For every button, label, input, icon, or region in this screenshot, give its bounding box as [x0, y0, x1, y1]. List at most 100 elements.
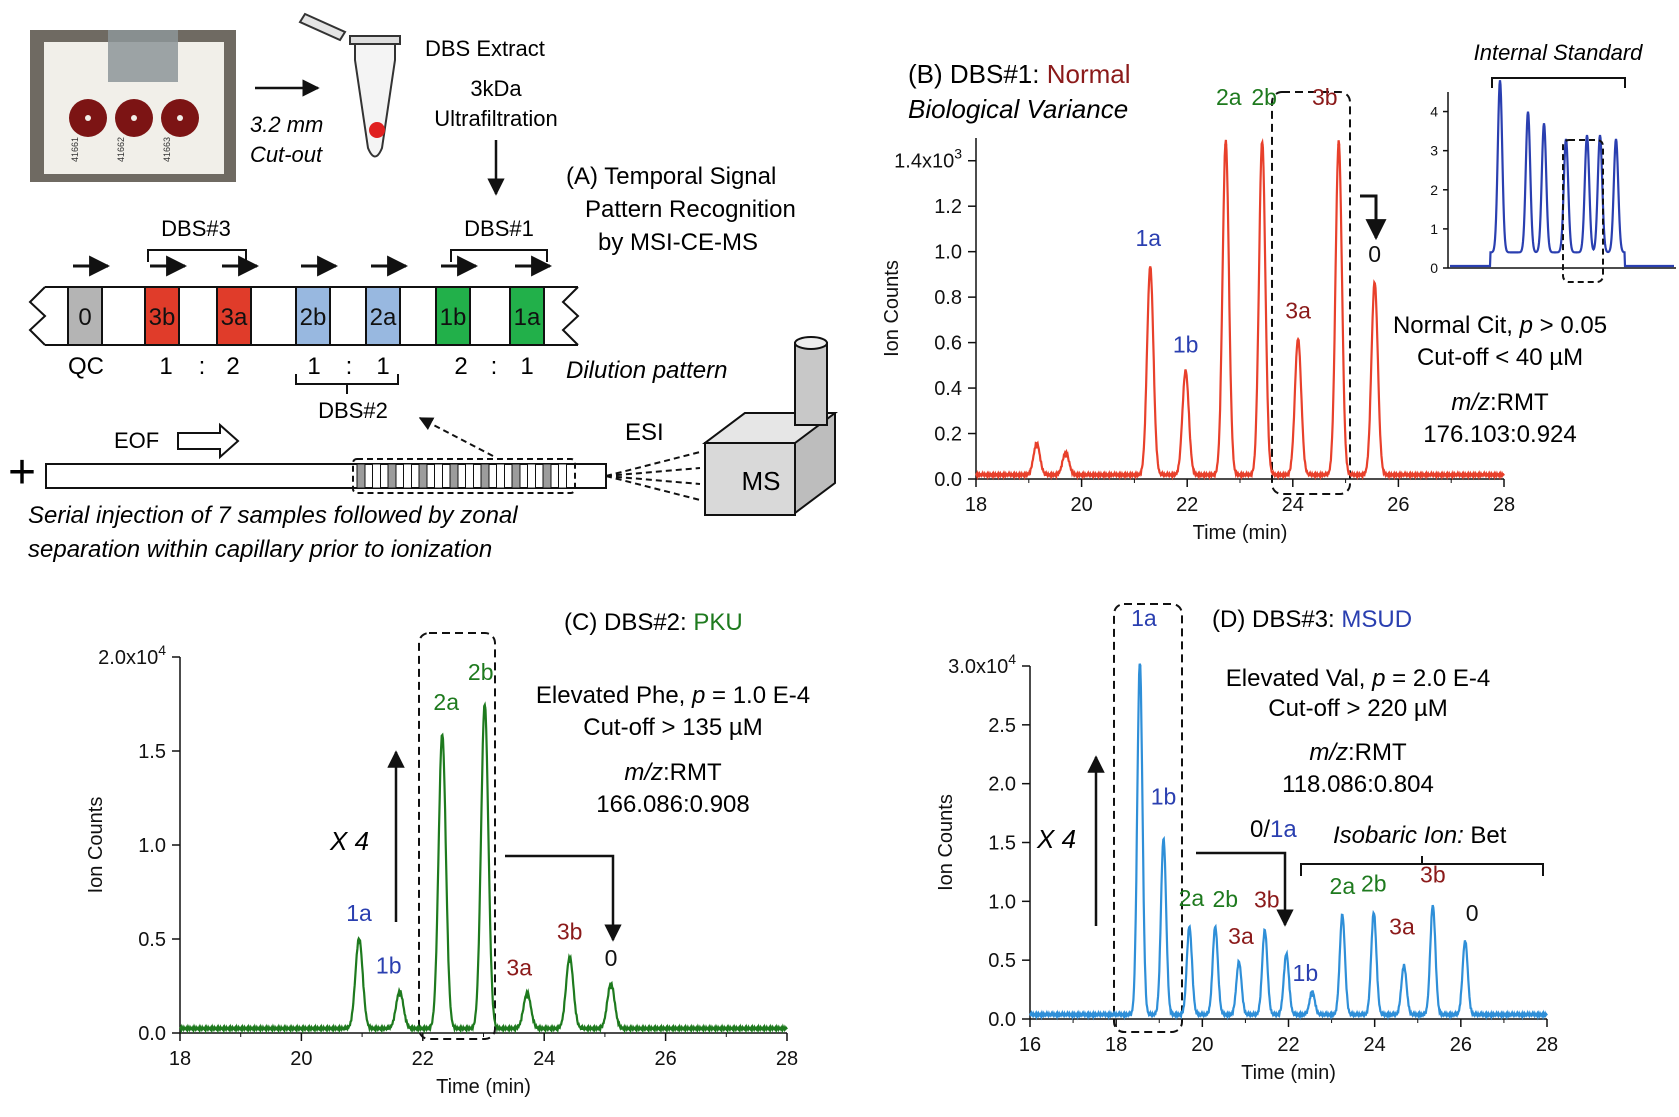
chart-c-note-1: Elevated Phe, p = 1.0 E-4: [536, 682, 810, 709]
chart-b-note-1b: > 0.05: [1533, 312, 1607, 339]
dbs3-bracket: [147, 249, 247, 262]
ratio1-a: 2: [454, 353, 467, 380]
chartD-peak-label-1b: 1b: [1293, 960, 1319, 986]
chart-b-rmt-1: m/z:RMT: [1451, 389, 1549, 416]
ratio2-sep: :: [346, 353, 353, 380]
chartB-peak-point: [1296, 341, 1300, 345]
chartC-y-tick-label: 1.0: [138, 835, 166, 857]
qc-label: QC: [68, 353, 104, 380]
capillary-tube: [45, 463, 607, 489]
capillary-segment-1b: [435, 286, 471, 346]
chartD-exp-label: x10: [976, 656, 1008, 678]
chartD-peak-point: [1463, 943, 1467, 947]
chartB-x-tick-label: 28: [1493, 494, 1515, 516]
chartB-x-tick-label: 20: [1070, 494, 1092, 516]
chartC-peak-label-0: 0: [605, 945, 618, 971]
chartD-x-tick-label: 26: [1450, 1034, 1472, 1056]
chartD-x-tick-label: 18: [1105, 1034, 1127, 1056]
chartB-peak-label-3b: 3b: [1312, 84, 1338, 110]
chartC-peak-label-2a: 2a: [433, 689, 459, 715]
capillary-segment-1a: [509, 286, 545, 346]
chart-c-note-1b: = 1.0 E-4: [705, 682, 810, 709]
chartB-peak-label-2b: 2b: [1251, 84, 1277, 110]
chart-c-note-1a: Elevated Phe,: [536, 682, 692, 709]
chartC-x-tick-label: 20: [290, 1048, 312, 1070]
chart-b-title-2: Biological Variance: [908, 94, 1128, 124]
chartC-y-tick-label: 0.5: [138, 929, 166, 951]
dbs2-label: DBS#2: [318, 398, 388, 423]
chartC-peak-point: [483, 706, 487, 710]
injected-zones: [356, 463, 567, 489]
chart-c-pointer: [505, 854, 622, 942]
ratio-dbs1: 2 : 1: [454, 353, 533, 380]
card-id-3: 41663: [162, 137, 172, 162]
chartB-peak-label-3a: 3a: [1285, 298, 1311, 324]
chart-c-multiplier: X 4: [329, 826, 369, 856]
chartD-peak-label-1a: 1a: [1131, 605, 1157, 631]
ultra-label-1: 3kDa: [470, 76, 522, 101]
chartD-x-axis-label: Time (min): [1241, 1062, 1336, 1084]
inset-y-tick-label: 1: [1430, 221, 1438, 237]
chart-c-mz: m/z: [624, 759, 663, 786]
chart-d-title-prefix: (D) DBS#3:: [1212, 606, 1341, 633]
chartD-x-tick-label: 22: [1277, 1034, 1299, 1056]
chartD-series-line: [1029, 663, 1548, 1021]
chart-d-rmt-2: 118.086:0.804: [1282, 771, 1434, 798]
chartC-peak-label-1b: 1b: [376, 952, 402, 978]
chart-b-title-highlight: Normal: [1047, 59, 1131, 89]
dbs1-label: DBS#1: [464, 216, 534, 241]
chartB-y-tick-label: 0.8: [934, 287, 962, 309]
injected-zone: [480, 463, 490, 489]
capillary-break-right: [561, 286, 580, 346]
chartB-peak-point: [1260, 143, 1264, 147]
injected-zone: [542, 463, 552, 489]
chartD-y-tick-label: 1.5: [988, 833, 1016, 855]
inset-y-tick-label: 2: [1430, 182, 1438, 198]
chartC-peak-label-3b: 3b: [557, 919, 583, 945]
injected-zone: [449, 463, 459, 489]
inset-y-tick-label: 3: [1430, 143, 1438, 159]
chart-b-note-2: Cut-off < 40 µM: [1417, 344, 1583, 371]
capillary-segment-label-3b: 3b: [149, 304, 176, 331]
chart-c-title: (C) DBS#2: PKU: [564, 609, 743, 636]
chartB-peak-point: [1224, 143, 1228, 147]
chart-d-mz: m/z: [1309, 739, 1348, 766]
ratio-dbs3: 1 : 2: [159, 353, 239, 380]
chartC-y-tick-label: 2.0x104: [98, 642, 166, 669]
chartD-y-tick-label: 0.5: [988, 950, 1016, 972]
ratio1-sep: :: [491, 353, 498, 380]
chartB-peak-label-2a: 2a: [1216, 84, 1242, 110]
chart-b-note-1a: Normal Cit,: [1393, 312, 1520, 339]
ratio1-b: 1: [520, 353, 533, 380]
capillary-segment-label-3a: 3a: [221, 304, 248, 331]
chartC-peak-point: [568, 960, 572, 964]
chartB-y-tick-label: 1.4x103: [894, 146, 962, 173]
ms-label: MS: [742, 466, 781, 496]
ratio3-sep: :: [199, 353, 206, 380]
chartC-y-tick-label: 1.5: [138, 741, 166, 763]
panel-a-title-3: by MSI-CE-MS: [598, 229, 758, 256]
extract-label: DBS Extract: [425, 36, 545, 61]
injected-zone: [387, 463, 397, 489]
injected-zone: [418, 463, 428, 489]
chartD-peak-point: [1213, 929, 1217, 933]
chart-c-title-prefix: (C) DBS#2:: [564, 609, 693, 636]
chart-d-zoom-box: [1113, 603, 1183, 1033]
chartB-peak-point: [1148, 268, 1152, 272]
eof-label: EOF: [114, 428, 159, 453]
chartD-peak-label-3a: 3a: [1389, 914, 1415, 940]
chartB-x-tick-label: 18: [965, 494, 987, 516]
chartD-peak-point: [1310, 993, 1314, 997]
chartD-peak-label-2a: 2a: [1179, 885, 1205, 911]
chart-b-rmt-2: 176.103:0.924: [1423, 421, 1576, 448]
chartB-peak-point: [1337, 143, 1341, 147]
chartB-peak-label-1b: 1b: [1173, 331, 1199, 357]
ratio2-b: 1: [376, 353, 389, 380]
ratio-dbs2: 1 : 1: [307, 353, 389, 380]
panel-a-title-2: Pattern Recognition: [585, 196, 796, 223]
chartB-y-tick-label: 1.2: [934, 196, 962, 218]
chart-d-pointer: [1196, 851, 1294, 927]
zones-box: [352, 458, 576, 494]
chartB-exp-sup: 3: [954, 146, 962, 162]
chartD-peak-point: [1162, 841, 1166, 844]
